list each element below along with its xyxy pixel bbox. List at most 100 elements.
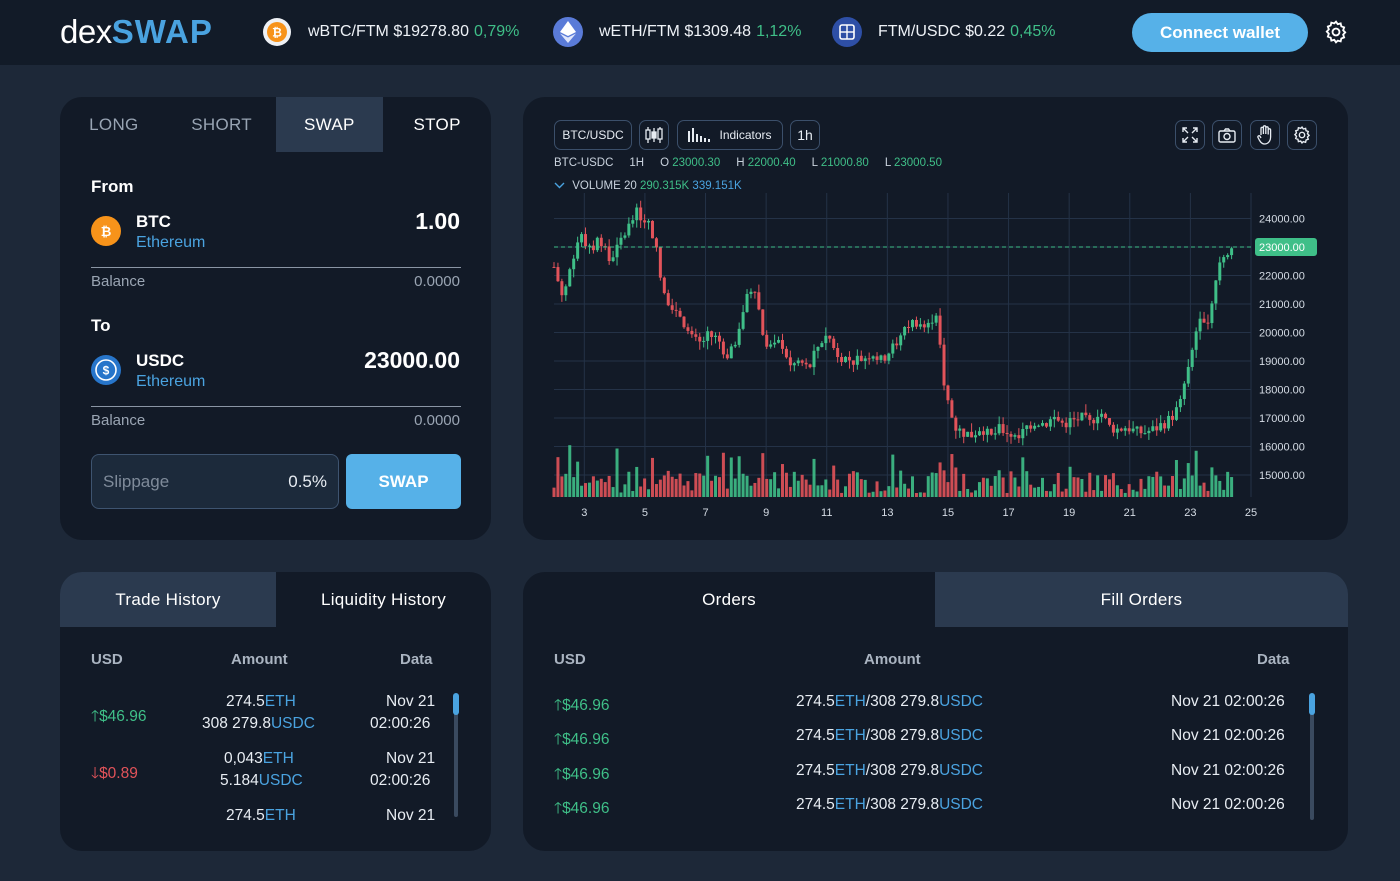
tab-trade-history[interactable]: Trade History <box>60 572 276 627</box>
scrollbar-thumb[interactable] <box>453 693 459 715</box>
candle-body <box>698 336 702 342</box>
indicators-button[interactable]: Indicators <box>677 120 783 150</box>
candle-body <box>729 346 733 359</box>
tab-long[interactable]: LONG <box>89 114 139 134</box>
candle-body <box>1163 423 1167 429</box>
candle-body <box>623 235 627 238</box>
scrollbar-thumb[interactable] <box>1309 693 1315 715</box>
candle-body <box>670 305 674 310</box>
candle-body <box>615 244 619 258</box>
candle-body <box>765 334 769 347</box>
volume-bar <box>847 473 851 497</box>
volume-bar <box>1131 489 1135 497</box>
volume-bar <box>1029 484 1033 497</box>
bar-chart-icon <box>688 128 711 142</box>
volume-label: VOLUME 20 <box>572 180 637 192</box>
from-token[interactable]: BTC <box>136 212 171 231</box>
volume-bar <box>954 467 958 497</box>
candle-body <box>777 339 781 343</box>
candle-body <box>887 353 891 361</box>
candle-body <box>753 291 757 293</box>
volume-bar <box>595 480 599 497</box>
ticker-wbtc[interactable]: ₿ wBTC/FTM $19278.80 0,79% <box>262 17 519 47</box>
amount-line-1: 274.5ETH <box>226 807 296 822</box>
volume-bar <box>564 473 568 497</box>
candle-body <box>867 358 871 360</box>
fullscreen-icon[interactable] <box>1175 120 1205 150</box>
volume-bar <box>974 490 978 497</box>
scrollbar-track[interactable] <box>454 695 458 817</box>
y-tick-label: 21000.00 <box>1259 299 1305 311</box>
volume-bar <box>1210 467 1214 497</box>
candle-body <box>721 341 725 355</box>
date-line-1: Nov 21 <box>386 693 436 710</box>
interval-button[interactable]: 1h <box>790 120 820 150</box>
candle-body <box>1131 428 1135 432</box>
candle-body <box>800 360 804 363</box>
volume-readout[interactable]: VOLUME 20 290.315K 339.151K <box>554 180 742 192</box>
x-tick-label: 11 <box>821 507 832 519</box>
logo-swap: SWAP <box>111 13 213 50</box>
candle-body <box>847 356 851 361</box>
volume-bar <box>895 487 899 497</box>
volume-bar <box>828 489 832 497</box>
from-amount-input[interactable]: 1.00 <box>415 208 460 234</box>
slippage-input[interactable]: Slippage 0.5% <box>91 454 339 509</box>
connect-wallet-button[interactable]: Connect wallet <box>1132 13 1308 52</box>
pair-select-button[interactable]: BTC/USDC <box>554 120 632 150</box>
swap-button[interactable]: SWAP <box>346 454 461 509</box>
candle-body <box>674 309 678 311</box>
candle-body <box>808 364 812 368</box>
history-panel: Trade History Liquidity History USD Amou… <box>60 572 491 851</box>
svg-text:₿: ₿ <box>101 224 112 239</box>
usdc-icon: $ <box>91 355 121 385</box>
candle-body <box>725 354 729 359</box>
volume-bar <box>946 482 950 497</box>
ticker-ftm[interactable]: FTM/USDC $0.22 0,45% <box>832 17 1056 47</box>
column-header-amount: Amount <box>864 651 921 668</box>
scrollbar-track[interactable] <box>1310 695 1314 820</box>
date-value: Nov 21 02:00:26 <box>1171 762 1285 779</box>
tab-liquidity-history[interactable]: Liquidity History <box>320 589 447 609</box>
tab-swap[interactable]: SWAP <box>275 97 384 152</box>
divider <box>91 267 461 268</box>
candle-body <box>595 237 599 251</box>
ticker-weth[interactable]: wETH/FTM $1309.48 1,12% <box>553 17 801 47</box>
to-token[interactable]: USDC <box>136 351 185 370</box>
ticker-pair: FTM/USDC <box>878 23 961 40</box>
table-row[interactable]: 274.5ETH Nov 21 <box>60 804 460 822</box>
candle-body <box>1218 262 1222 281</box>
tab-stop[interactable]: STOP <box>413 114 461 134</box>
candle-body <box>741 312 745 329</box>
candle-body <box>1214 280 1218 304</box>
tab-orders[interactable]: Orders <box>702 589 756 609</box>
volume-bar <box>765 478 769 497</box>
candle-body <box>654 238 658 248</box>
candle-body <box>745 293 749 313</box>
volume-bar <box>1107 479 1111 497</box>
candle-body <box>836 348 840 357</box>
candle-body <box>832 338 836 349</box>
volume-bar <box>619 492 623 497</box>
logo[interactable]: dex SWAP <box>60 13 213 51</box>
gear-icon[interactable] <box>1323 19 1349 45</box>
volume-bar <box>741 473 745 497</box>
candles-icon[interactable] <box>639 120 669 150</box>
price-chart[interactable]: 24000.00 23000.00 22000.00 21000.00 20000.00… <box>523 97 1348 540</box>
hand-icon[interactable] <box>1250 120 1280 150</box>
date-line-2: 02:00:26 <box>370 772 431 789</box>
camera-icon[interactable] <box>1212 120 1242 150</box>
candle-body <box>1104 413 1108 419</box>
candle-body <box>844 356 848 363</box>
tab-fill-orders[interactable]: Fill Orders <box>935 572 1348 627</box>
volume-bar <box>966 488 970 497</box>
volume-bar <box>1143 488 1147 497</box>
volume-bar <box>1222 489 1226 497</box>
volume-bar <box>1218 480 1222 497</box>
chart-settings-icon[interactable] <box>1287 120 1317 150</box>
volume-bar <box>792 471 796 497</box>
to-amount-input[interactable]: 23000.00 <box>364 347 460 373</box>
tab-short[interactable]: SHORT <box>191 114 252 134</box>
volume-bar <box>1088 472 1092 497</box>
candle-body <box>914 319 918 327</box>
